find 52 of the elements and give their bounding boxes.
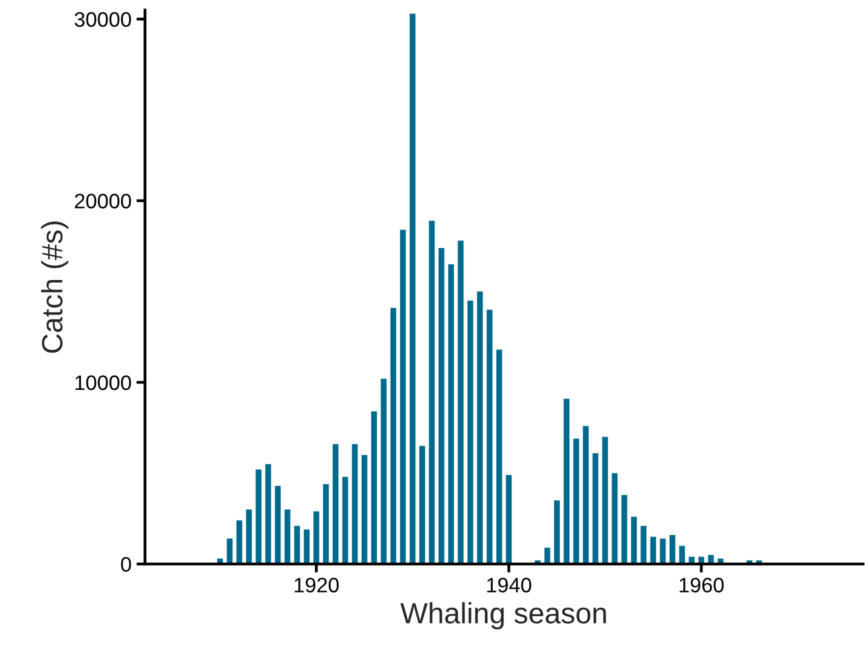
bar	[274, 486, 281, 564]
bar	[352, 444, 358, 564]
bar	[410, 14, 416, 564]
bar	[573, 438, 580, 564]
bar	[380, 378, 387, 564]
bar	[342, 476, 348, 564]
y-tick-label: 10000	[75, 375, 131, 390]
bar	[428, 220, 435, 564]
bar	[419, 446, 426, 564]
bar	[246, 510, 252, 564]
y-tick-label: 30000	[74, 12, 131, 27]
x-tick-label: 1920	[294, 578, 339, 592]
bar	[486, 310, 492, 564]
bar	[390, 308, 396, 564]
bar	[304, 529, 310, 564]
y-tick-label: 20000	[74, 194, 131, 208]
bar	[371, 411, 377, 564]
bar	[660, 538, 666, 564]
bar	[602, 436, 608, 564]
bar	[496, 350, 502, 564]
bar	[448, 264, 454, 564]
bar	[612, 473, 618, 564]
bar	[506, 474, 512, 564]
bar	[226, 538, 233, 564]
bar	[670, 534, 676, 564]
y-tick-label: 0	[121, 557, 131, 572]
bar	[236, 520, 242, 564]
bar	[458, 240, 464, 564]
bar	[256, 470, 262, 564]
bar	[323, 484, 329, 564]
bar	[621, 494, 628, 564]
bar	[438, 248, 444, 564]
bar	[631, 516, 637, 564]
bar	[564, 398, 570, 564]
bar	[294, 526, 300, 564]
bar	[679, 546, 685, 564]
bar	[582, 426, 589, 564]
bar	[477, 292, 483, 564]
x-axis-title: Whaling season	[400, 602, 606, 630]
bar	[467, 300, 474, 564]
y-axis-title: Catch (#s)	[41, 222, 68, 353]
bar	[284, 510, 290, 564]
bar	[362, 455, 368, 564]
bar	[265, 464, 272, 564]
x-tick-label: 1940	[487, 578, 532, 592]
bar	[554, 500, 560, 564]
bar	[592, 453, 598, 564]
bar	[332, 444, 338, 564]
bar	[400, 230, 406, 564]
bar	[313, 511, 320, 564]
x-tick-label: 1960	[680, 578, 724, 592]
bar	[640, 526, 646, 564]
